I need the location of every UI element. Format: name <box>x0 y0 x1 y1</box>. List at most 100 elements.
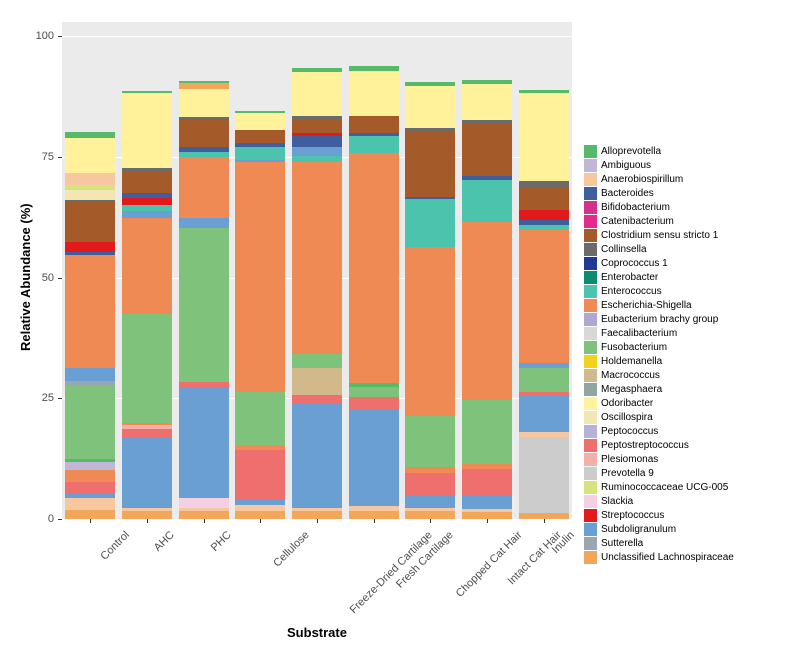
bar-segment <box>122 429 172 437</box>
legend-swatch <box>584 257 597 270</box>
legend-label: Enterococcus <box>601 286 662 297</box>
bar-segment <box>519 90 569 94</box>
bar-segment <box>292 395 342 403</box>
bar-segment <box>519 93 569 181</box>
bar-segment <box>292 508 342 511</box>
legend-label: Holdemanella <box>601 356 662 367</box>
legend-swatch <box>584 411 597 424</box>
bar-segment <box>122 425 172 429</box>
bar-segment <box>519 368 569 391</box>
bar-segment <box>179 117 229 120</box>
y-tick-label: 100 <box>0 30 54 42</box>
bar-segment <box>235 111 285 113</box>
legend-swatch <box>584 383 597 396</box>
bar-segment <box>235 450 285 500</box>
legend-swatch <box>584 327 597 340</box>
bar-segment <box>405 508 455 511</box>
bar-segment <box>462 400 512 464</box>
bar-segment <box>292 136 342 148</box>
bar-segment <box>519 230 569 362</box>
y-tick-label: 50 <box>0 272 54 284</box>
bar-segment <box>122 218 172 315</box>
legend-label: Macrococcus <box>601 370 660 381</box>
x-axis-title: Substrate <box>62 625 572 640</box>
legend-item: Fusobacterium <box>584 340 734 354</box>
legend-swatch <box>584 397 597 410</box>
bar-segment <box>65 202 115 243</box>
bar-segment <box>292 72 342 115</box>
bar-segment <box>179 498 229 509</box>
legend-item: Plesiomonas <box>584 452 734 466</box>
bar-segment <box>65 242 115 252</box>
bar-segment <box>462 176 512 180</box>
bar-segment <box>122 193 172 198</box>
bar-column <box>519 22 569 519</box>
bar-segment <box>462 222 512 401</box>
legend-swatch <box>584 215 597 228</box>
legend-label: Subdoligranulum <box>601 524 676 535</box>
bar-segment <box>65 462 115 470</box>
bar-segment <box>349 71 399 115</box>
legend-label: Peptostreptococcus <box>601 440 689 451</box>
bar-segment <box>65 386 115 459</box>
bar-segment <box>462 84 512 121</box>
legend-item: Escherichia-Shigella <box>584 298 734 312</box>
bar-segment <box>235 162 285 392</box>
bar-segment <box>65 381 115 386</box>
bar-segment <box>235 511 285 519</box>
bar-segment <box>519 187 569 210</box>
legend-label: Peptococcus <box>601 426 658 437</box>
legend-swatch <box>584 201 597 214</box>
legend-label: Megasphaera <box>601 384 662 395</box>
legend-label: Fusobacterium <box>601 342 667 353</box>
bar-segment <box>65 185 115 190</box>
legend-swatch <box>584 523 597 536</box>
x-tick-label: Control <box>99 529 133 563</box>
bar-segment <box>405 197 455 199</box>
x-tick-mark <box>487 519 488 523</box>
bar-segment <box>519 396 569 432</box>
legend-swatch <box>584 299 597 312</box>
bar-column <box>179 22 229 519</box>
legend-label: Bacteroides <box>601 188 654 199</box>
legend-swatch <box>584 467 597 480</box>
bar-segment <box>179 228 229 382</box>
bar-segment <box>292 403 342 508</box>
legend-swatch <box>584 285 597 298</box>
bar-segment <box>519 392 569 397</box>
bar-segment <box>235 505 285 512</box>
legend-label: Catenibacterium <box>601 216 674 227</box>
legend-item: Eubacterium brachy group <box>584 312 734 326</box>
legend-item: Peptococcus <box>584 424 734 438</box>
legend-label: Ruminococcaceae UCG-005 <box>601 482 728 493</box>
bar-segment <box>235 500 285 505</box>
y-tick-mark <box>58 519 62 520</box>
bar-segment <box>122 314 172 422</box>
x-tick-mark <box>90 519 91 523</box>
legend-item: Alloprevotella <box>584 144 734 158</box>
bar-segment <box>349 66 399 71</box>
bar-segment <box>405 473 455 495</box>
bar-segment <box>122 511 172 519</box>
bar-segment <box>292 162 342 354</box>
bar-segment <box>122 508 172 511</box>
x-tick-mark <box>317 519 318 523</box>
bar-segment <box>235 392 285 445</box>
y-tick-label: 0 <box>0 513 54 525</box>
bar-segment <box>235 445 285 450</box>
legend-item: Ruminococcaceae UCG-005 <box>584 480 734 494</box>
legend-swatch <box>584 187 597 200</box>
bar-segment <box>462 464 512 469</box>
legend-label: Prevotella 9 <box>601 468 654 479</box>
bar-segment <box>405 199 455 247</box>
legend-label: Eubacterium brachy group <box>601 314 718 325</box>
bar-segment <box>122 211 172 218</box>
bar-segment <box>519 363 569 369</box>
bar-segment <box>292 511 342 519</box>
legend-label: Unclassified Lachnospiraceae <box>601 552 734 563</box>
bar-segment <box>405 495 455 509</box>
bar-segment <box>349 116 399 133</box>
legend-swatch <box>584 355 597 368</box>
legend-label: Sutterella <box>601 538 643 549</box>
bar-column <box>405 22 455 519</box>
